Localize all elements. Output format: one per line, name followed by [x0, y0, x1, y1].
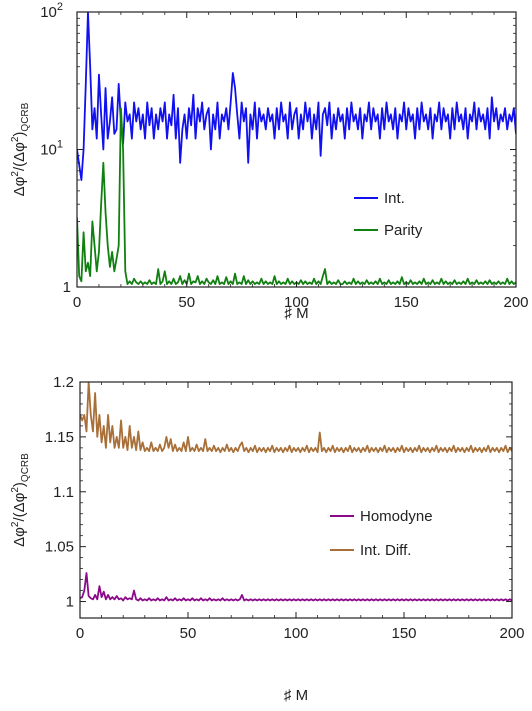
y-axis-label: Δφ2/(Δφ2)QCRB — [10, 102, 31, 196]
x-tick-label: 0 — [76, 625, 84, 642]
y-tick-label: 1 — [63, 279, 71, 296]
y-tick-label: 1 — [66, 594, 74, 611]
y-tick-label: 101 — [40, 139, 63, 159]
legend-label: Int. Diff. — [360, 542, 411, 559]
x-tick-label: 100 — [284, 294, 309, 311]
y-tick-label: 1.05 — [45, 539, 74, 556]
series-line-homodyne — [80, 572, 512, 602]
y-axis-label: Δφ2/(Δφ2)QCRB — [10, 453, 31, 547]
legend-label: Int. — [384, 190, 405, 207]
x-tick-label: 100 — [283, 625, 308, 642]
x-tick-label: 50 — [180, 625, 197, 642]
legend-label: Parity — [384, 222, 423, 239]
y-tick-label: 1.1 — [53, 484, 74, 501]
chart-panel-bottom: 0 50 100 150 200 1 1.05 1.1 1.15 1.2 ♯ M Δφ2/(Δφ2)Q… — [10, 374, 525, 704]
x-tick-label: 200 — [503, 294, 528, 311]
series-line-int — [77, 12, 516, 181]
x-tick-label: 50 — [178, 294, 195, 311]
y-tick-label: 102 — [40, 1, 63, 21]
chart-panel-top: 0 50 100 150 200 1 101 102 ♯ M Δφ2/(Δφ2)QCRB Int. P… — [10, 1, 529, 322]
x-axis-label: ♯ M — [284, 305, 308, 322]
y-tick-label: 1.15 — [45, 429, 74, 446]
plot-frame — [79, 381, 513, 619]
plot-frame — [76, 11, 517, 288]
x-tick-label: 150 — [394, 294, 419, 311]
x-tick-label: 0 — [73, 294, 81, 311]
series-line-int-diff — [80, 382, 512, 454]
x-tick-label: 150 — [391, 625, 416, 642]
y-tick-label: 1.2 — [53, 374, 74, 391]
legend-label: Homodyne — [360, 508, 433, 525]
x-axis-label: ♯ M — [284, 687, 308, 704]
x-tick-label: 200 — [499, 625, 524, 642]
